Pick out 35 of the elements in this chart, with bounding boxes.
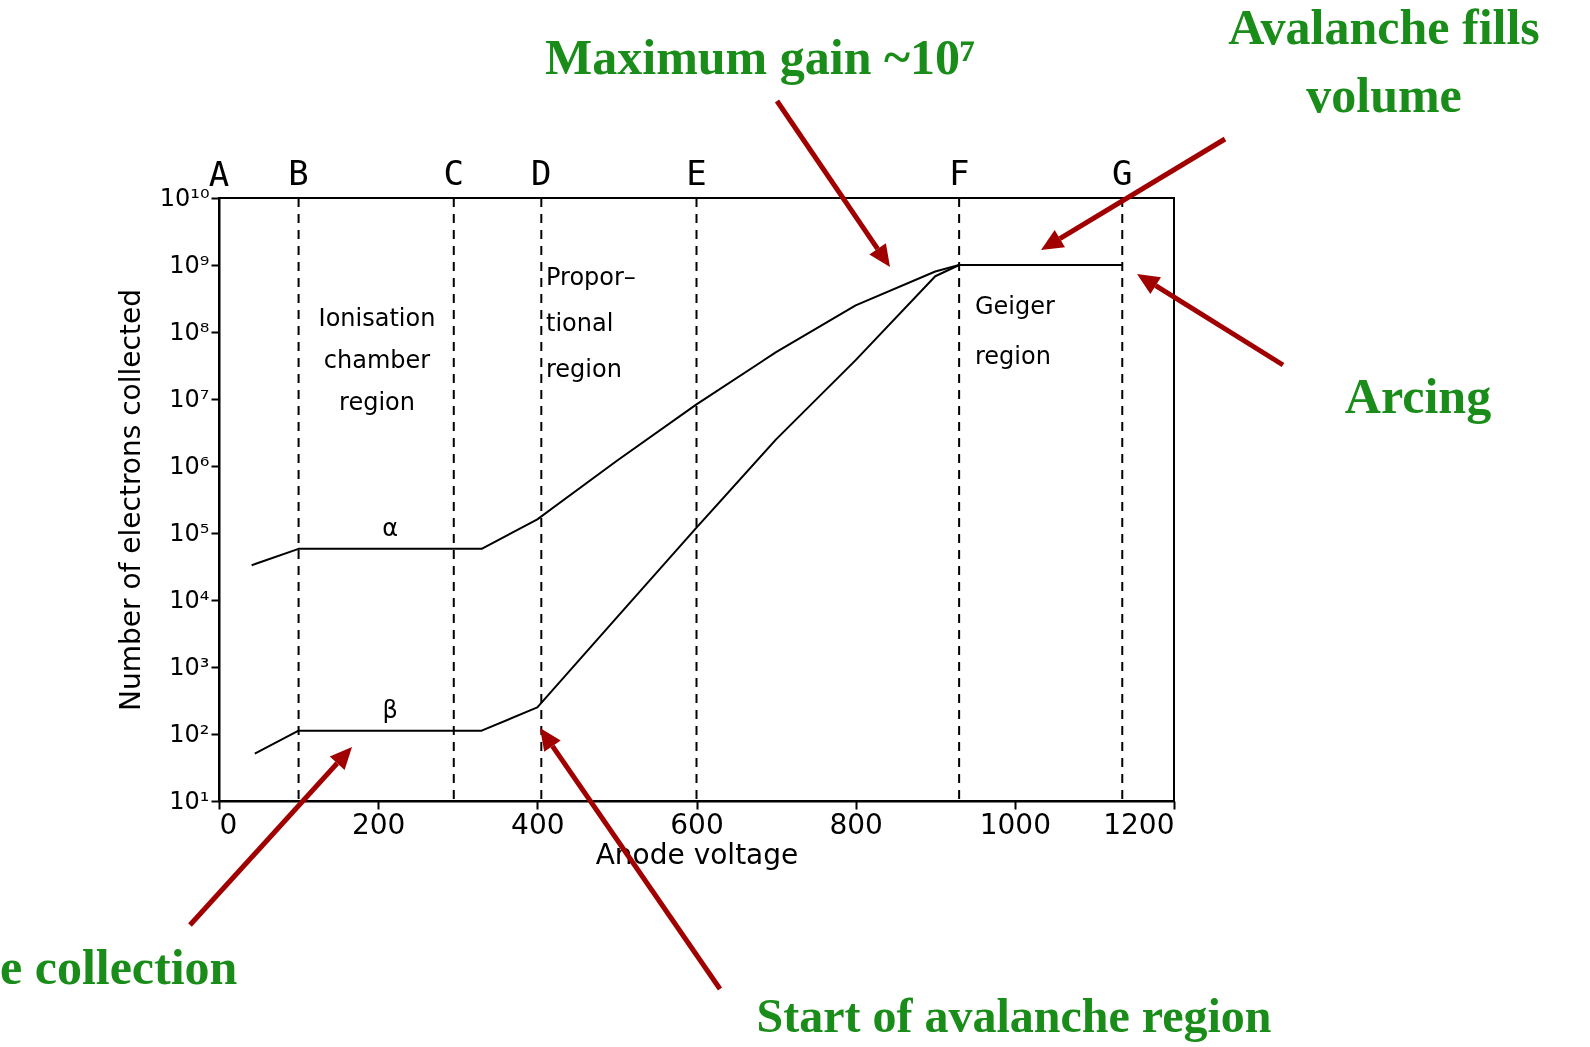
x-tick-label: 800 bbox=[829, 807, 883, 841]
text: Avalanche fills volume bbox=[1228, 0, 1540, 123]
series-label: β bbox=[382, 695, 398, 724]
ref-line-label: D bbox=[531, 153, 552, 193]
annotation: Ionisation chamber region bbox=[318, 304, 436, 416]
y-tick-label: 10² bbox=[169, 719, 210, 748]
x-tick-label: 400 bbox=[511, 807, 565, 841]
text: A bbox=[208, 154, 230, 194]
y-tick-label: 10⁶ bbox=[169, 451, 210, 480]
y-tick-label: 10⁸ bbox=[169, 317, 210, 346]
x-tick-label: 200 bbox=[351, 807, 406, 841]
text: Start of avalanche region bbox=[756, 989, 1272, 1042]
x-tick-label: 600 bbox=[670, 807, 724, 841]
series-label: α bbox=[382, 513, 399, 542]
ref-line-label: C bbox=[443, 153, 465, 193]
x-tick-label: 1000 bbox=[979, 807, 1051, 841]
y-tick-label: 10⁷ bbox=[169, 384, 210, 413]
y-tick-label: 10¹ bbox=[169, 786, 210, 815]
y-tick-label: 10³ bbox=[169, 652, 210, 681]
y-tick-label: 10⁹ bbox=[169, 250, 210, 279]
y-axis-title: Number of electrons collected bbox=[113, 289, 147, 711]
x-tick-label: 0 bbox=[219, 807, 238, 841]
annotation: Propor– tional region bbox=[546, 263, 636, 383]
x-tick-label: 1200 bbox=[1103, 807, 1175, 841]
y-tick-label: 10¹⁰ bbox=[159, 183, 210, 212]
annotation: Geiger region bbox=[975, 292, 1056, 370]
ref-line-label: F bbox=[948, 153, 970, 193]
ref-line-label: E bbox=[686, 153, 707, 193]
ref-line-label: B bbox=[288, 153, 309, 193]
y-tick-label: 10⁴ bbox=[169, 585, 210, 614]
ref-line-label: G bbox=[1112, 153, 1133, 193]
text: Arcing bbox=[1344, 368, 1492, 424]
y-tick-label: 10⁵ bbox=[169, 518, 210, 547]
text: e collection bbox=[0, 939, 238, 995]
text: Maximum gain ~10⁷ bbox=[545, 29, 975, 85]
